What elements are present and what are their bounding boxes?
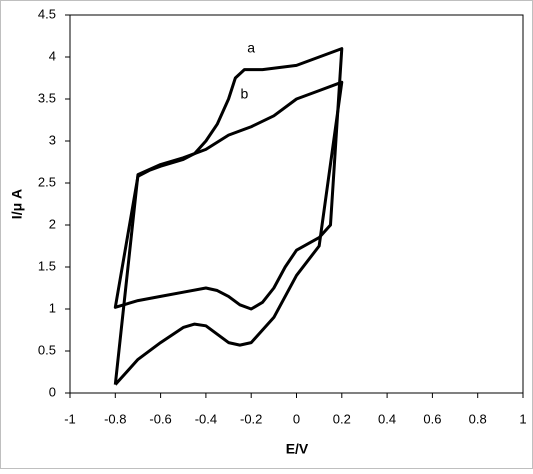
x-tick-label: 1: [519, 411, 526, 426]
y-tick-label: 1: [49, 300, 56, 315]
y-tick-label: 0: [49, 384, 56, 399]
curve: [113, 80, 344, 386]
y-tick-label: 2: [49, 216, 56, 231]
y-tick-label: 1.5: [38, 258, 56, 273]
x-tick-label: 0.2: [333, 411, 351, 426]
x-tick-label: -0.8: [104, 411, 126, 426]
y-tick-label: 2.5: [38, 174, 56, 189]
x-tick-label: -0.4: [195, 411, 217, 426]
x-tick-label: -1: [64, 411, 76, 426]
x-tick-label: -0.2: [240, 411, 262, 426]
curve: [113, 47, 344, 311]
x-tick-label: 0.8: [469, 411, 487, 426]
curve-label: a: [247, 39, 255, 55]
x-tick-label: 0.6: [423, 411, 441, 426]
y-axis-title: I/μ A: [9, 189, 25, 219]
x-axis-title: E/V: [286, 441, 309, 457]
y-tick-label: 3.5: [38, 90, 56, 105]
x-tick-label: -0.6: [149, 411, 171, 426]
x-tick-label: 0: [293, 411, 300, 426]
y-tick-label: 4: [49, 48, 56, 63]
curve-label: b: [241, 86, 249, 102]
y-tick-label: 4.5: [38, 6, 56, 21]
y-tick-label: 3: [49, 132, 56, 147]
y-tick-label: 0.5: [38, 342, 56, 357]
x-tick-label: 0.4: [378, 411, 396, 426]
